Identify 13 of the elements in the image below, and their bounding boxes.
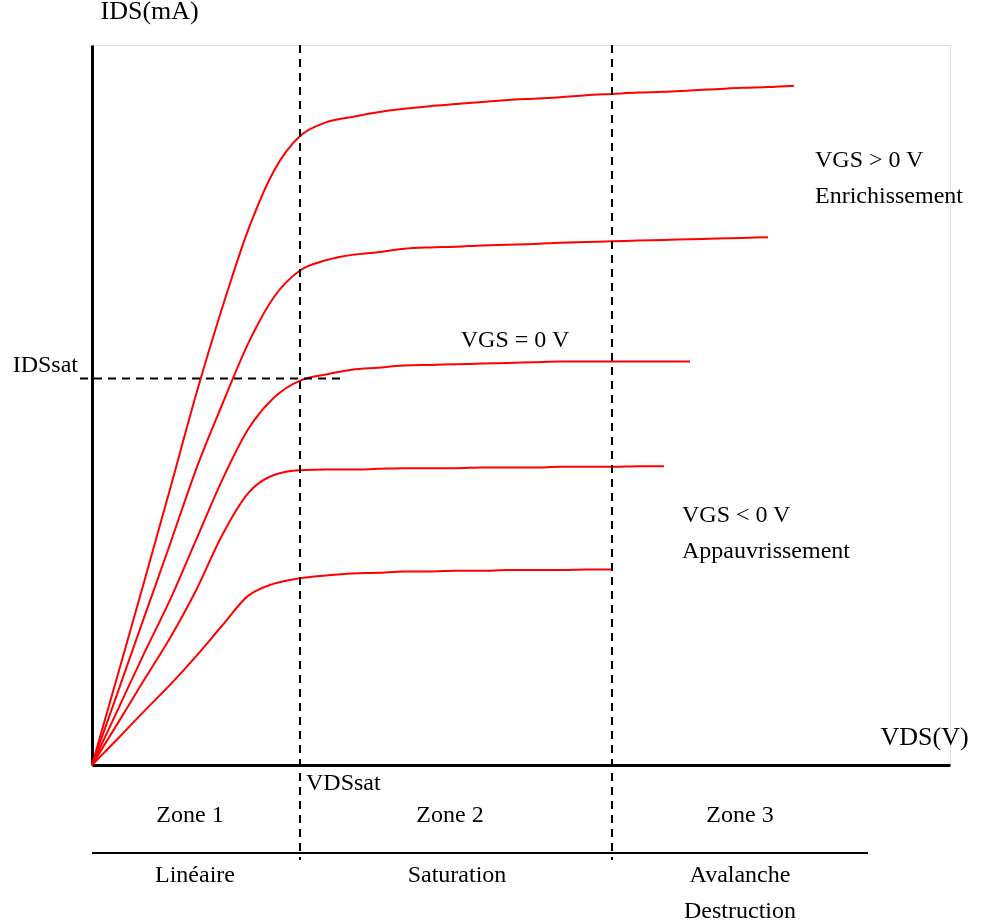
text: VDSsat xyxy=(306,769,381,795)
y-axis-title: IDS(mA) xyxy=(100,0,199,25)
text: Zone 2 xyxy=(416,801,484,827)
text: Saturation xyxy=(407,861,507,887)
text: Zone 1 xyxy=(156,801,224,827)
annotation: VGS = 0 V xyxy=(460,326,570,352)
ref-line-label: IDSsat xyxy=(12,350,79,377)
text: Avalanche Destruction xyxy=(684,861,796,923)
annotation: VGS > 0 V Enrichissement xyxy=(815,146,964,208)
annotation: VGS < 0 V Appauvrissement xyxy=(682,501,851,563)
text: Zone 3 xyxy=(706,801,774,827)
text: Linéaire xyxy=(155,861,235,887)
x-axis-title: VDS(V) xyxy=(880,721,969,751)
